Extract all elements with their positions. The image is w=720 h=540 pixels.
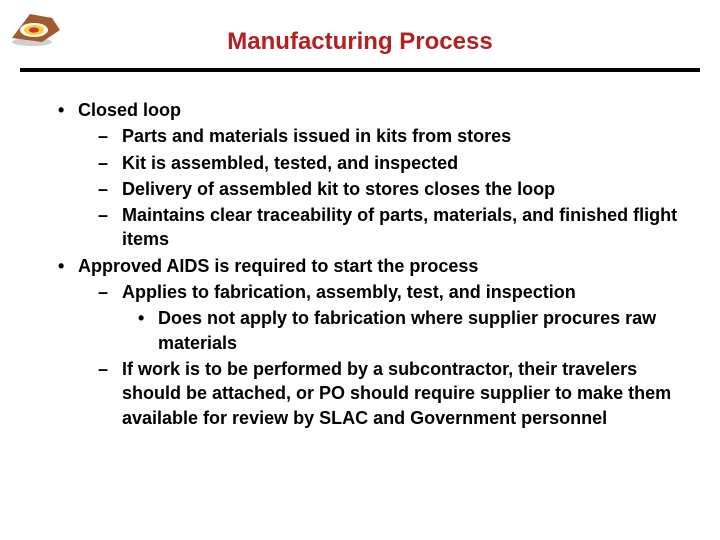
bullet-l2: – Applies to fabrication, assembly, test… (98, 280, 680, 304)
glast-logo-icon (8, 8, 68, 48)
bullet-l2-icon: – (98, 151, 122, 175)
slide-body: • Closed loop – Parts and materials issu… (0, 72, 720, 430)
title-area: Manufacturing Process (0, 0, 720, 56)
bullet-l2-icon: – (98, 203, 122, 252)
bullet-l3-icon: • (138, 306, 158, 355)
bullet-l2-text: Delivery of assembled kit to stores clos… (122, 177, 555, 201)
bullet-l2-text: Applies to fabrication, assembly, test, … (122, 280, 576, 304)
bullet-l1-icon: • (58, 98, 78, 122)
bullet-l1: • Approved AIDS is required to start the… (58, 254, 680, 278)
bullet-l2-icon: – (98, 280, 122, 304)
bullet-l3: • Does not apply to fabrication where su… (138, 306, 680, 355)
bullet-l2-text: Maintains clear traceability of parts, m… (122, 203, 680, 252)
bullet-l2-icon: – (98, 177, 122, 201)
bullet-l1: • Closed loop (58, 98, 680, 122)
slide: Manufacturing Process • Closed loop – Pa… (0, 0, 720, 540)
bullet-l2: – Parts and materials issued in kits fro… (98, 124, 680, 148)
bullet-l2-text: If work is to be performed by a subcontr… (122, 357, 680, 430)
bullet-l1-text: Approved AIDS is required to start the p… (78, 254, 478, 278)
bullet-l2-text: Parts and materials issued in kits from … (122, 124, 511, 148)
bullet-l1-text: Closed loop (78, 98, 181, 122)
bullet-l2-text: Kit is assembled, tested, and inspected (122, 151, 458, 175)
slide-title: Manufacturing Process (227, 28, 492, 56)
bullet-l1-icon: • (58, 254, 78, 278)
bullet-l2: – If work is to be performed by a subcon… (98, 357, 680, 430)
bullet-l2-icon: – (98, 357, 122, 430)
bullet-l3-text: Does not apply to fabrication where supp… (158, 306, 680, 355)
bullet-l2: – Maintains clear traceability of parts,… (98, 203, 680, 252)
bullet-l2-icon: – (98, 124, 122, 148)
bullet-l2: – Delivery of assembled kit to stores cl… (98, 177, 680, 201)
bullet-l2: – Kit is assembled, tested, and inspecte… (98, 151, 680, 175)
